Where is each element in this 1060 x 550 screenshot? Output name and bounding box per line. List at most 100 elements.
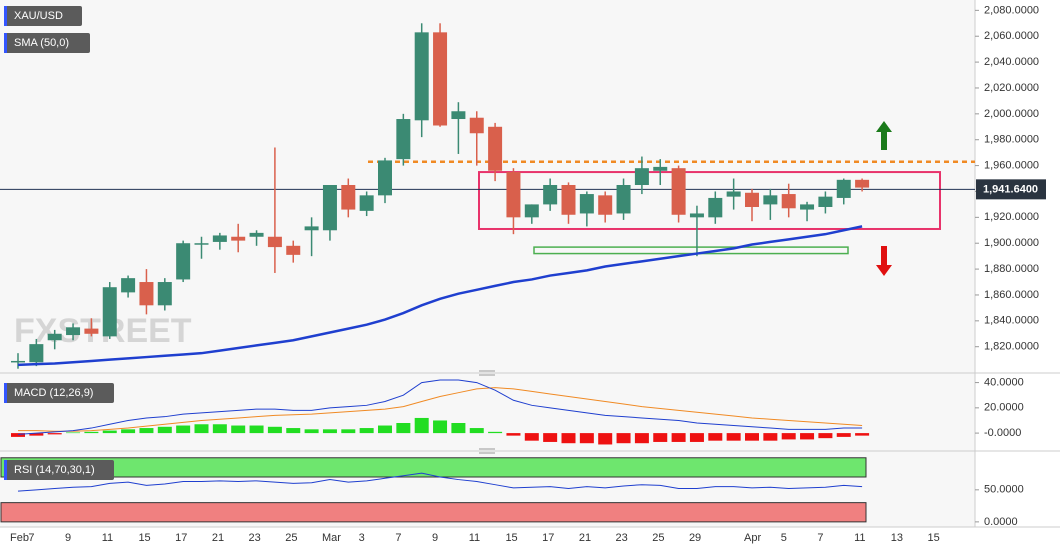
y-tick-label: 40.0000 [984, 376, 1024, 388]
last-price-box [976, 179, 1046, 200]
candle-body [304, 226, 319, 231]
label-stripe [4, 33, 7, 53]
y-tick-label: -0.0000 [984, 427, 1021, 439]
histogram-bar [506, 433, 521, 436]
candle-body [29, 344, 44, 363]
x-tick-label: 17 [542, 532, 554, 544]
candle-body [396, 119, 411, 160]
histogram-bar [157, 426, 172, 434]
histogram-bar [231, 425, 246, 434]
x-tick-label: Apr [744, 532, 761, 544]
x-tick-label: 23 [616, 532, 628, 544]
histogram-bar [84, 431, 99, 434]
x-tick-label: 7 [817, 532, 823, 544]
histogram-bar [634, 433, 649, 444]
y-tick-label: 50.0000 [984, 484, 1024, 496]
candle-body [634, 168, 649, 185]
x-tick-label: 15 [505, 532, 517, 544]
histogram-bar [579, 433, 594, 444]
candle-body [157, 282, 172, 306]
candle-body [781, 194, 796, 209]
histogram-bar [29, 433, 44, 436]
candle-body [47, 333, 62, 341]
histogram-bar [689, 433, 704, 442]
y-tick-label: 1,880.0000 [984, 263, 1039, 275]
candle-body [689, 213, 704, 218]
label-text: XAU/USD [14, 10, 63, 22]
candle-body [671, 168, 686, 215]
label-stripe [4, 6, 7, 26]
x-tick-label: 7 [395, 532, 401, 544]
candle-body [524, 204, 539, 218]
y-tick-label: 1,980.0000 [984, 134, 1039, 146]
x-tick-label: Feb [10, 532, 29, 544]
y-tick-label: 0.0000 [984, 516, 1018, 528]
y-tick-label: 2,020.0000 [984, 82, 1039, 94]
signal-line [18, 387, 863, 432]
candle-body [451, 111, 466, 120]
histogram-bar [102, 430, 117, 434]
histogram-bar [524, 433, 539, 441]
candle-body [231, 236, 246, 241]
x-tick-label: 11 [854, 532, 865, 544]
candle-body [359, 195, 374, 211]
histogram-bar [561, 433, 576, 444]
x-tick-label: 9 [432, 532, 438, 544]
candle-body [249, 232, 264, 237]
label-text: SMA (50,0) [14, 37, 69, 49]
candle-body [763, 195, 778, 205]
histogram-bar [194, 424, 209, 434]
candle-body [433, 32, 448, 126]
candle-body [102, 287, 117, 337]
y-tick-label: 1,960.0000 [984, 160, 1039, 172]
candle-body [855, 179, 870, 188]
candle-body [653, 166, 668, 171]
x-tick-label: 21 [579, 532, 591, 544]
candle-body [322, 185, 337, 231]
histogram-bar [212, 424, 227, 434]
range-box [478, 171, 941, 230]
label-text: MACD (12,26,9) [14, 387, 93, 399]
candle-body [598, 195, 613, 215]
overbought-band [0, 457, 867, 478]
histogram-bar [708, 433, 723, 441]
x-tick-label: 13 [891, 532, 903, 544]
histogram-bar [745, 433, 759, 441]
indicator-label: RSI (14,70,30,1) [4, 460, 114, 480]
histogram-bar [616, 433, 631, 444]
histogram-bar [267, 426, 282, 434]
candle-body [543, 185, 558, 205]
candle-body [286, 245, 301, 255]
x-tick-label: 21 [212, 532, 224, 544]
label-box [4, 6, 82, 26]
candle-body [818, 196, 833, 207]
histogram-bar [488, 431, 503, 434]
candle-body [561, 185, 576, 215]
histogram-bar [121, 429, 136, 434]
label-stripe [4, 383, 7, 403]
histogram-bar [341, 429, 356, 434]
plot-background [0, 0, 975, 527]
candle-body [469, 117, 484, 134]
histogram-bar [781, 433, 796, 440]
x-tick-label: 11 [469, 532, 480, 544]
histogram-bar [286, 428, 301, 434]
label-box [4, 460, 114, 480]
drag-handle[interactable] [479, 370, 495, 376]
histogram-bar [378, 425, 392, 434]
histogram-bar [249, 425, 264, 434]
x-tick-label: 5 [781, 532, 787, 544]
candle-body [11, 360, 25, 363]
histogram-bar [763, 433, 778, 441]
histogram-bar [414, 417, 429, 434]
last-price-label: 1,941.6400 [983, 183, 1038, 195]
x-tick-label: 17 [175, 532, 187, 544]
x-tick-label: 3 [359, 532, 365, 544]
histogram-bar [396, 423, 411, 434]
oversold-band [0, 502, 867, 523]
drag-handle[interactable] [479, 448, 495, 454]
label-box [4, 383, 114, 403]
y-tick-label: 1,900.0000 [984, 237, 1039, 249]
histogram-bar [543, 433, 558, 442]
x-tick-label: 23 [249, 532, 261, 544]
